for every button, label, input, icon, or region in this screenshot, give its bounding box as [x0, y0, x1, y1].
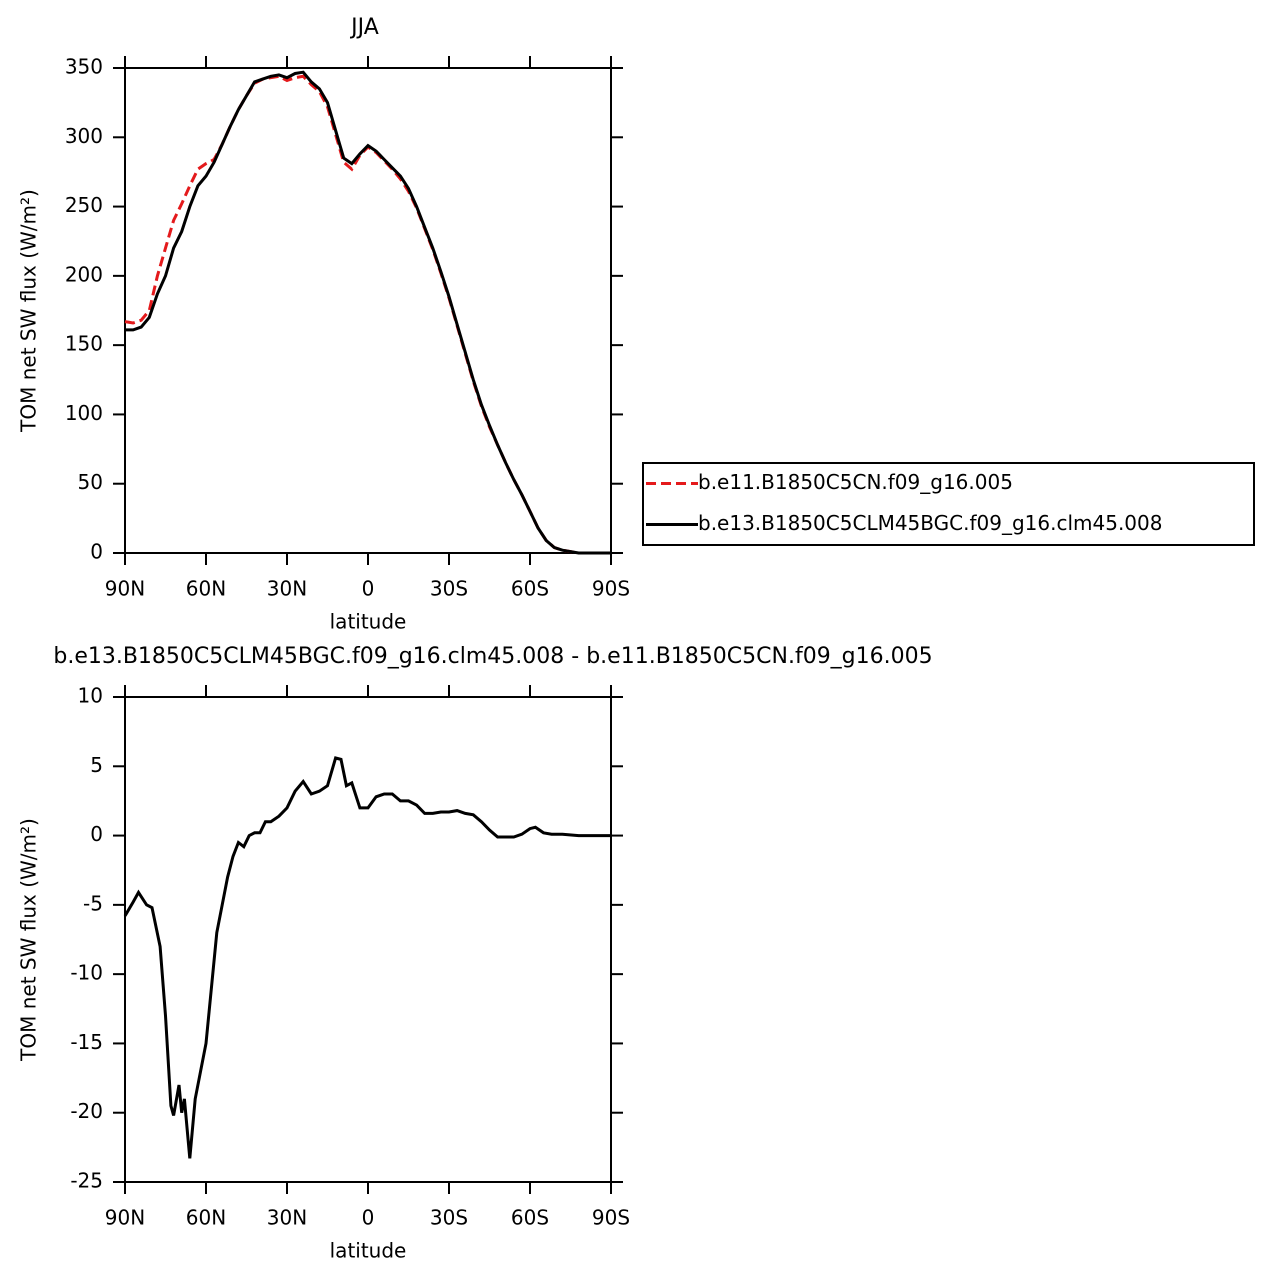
- plot-frame: [124, 67, 612, 554]
- y-tick-label: 0: [90, 540, 103, 564]
- y-tick-label: 300: [65, 124, 103, 148]
- y-tick-label: 10: [78, 684, 103, 708]
- legend-label: b.e11.B1850C5CN.f09_g16.005: [698, 470, 1013, 494]
- x-tick-label: 60N: [186, 1206, 226, 1230]
- y-axis-label: TOM net SW flux (W/m²): [17, 189, 41, 433]
- x-tick-label: 60S: [511, 1206, 549, 1230]
- x-tick-label: 90S: [592, 1206, 630, 1230]
- x-tick-label: 0: [362, 1206, 375, 1230]
- y-tick-label: -15: [70, 1030, 103, 1054]
- x-axis-label: latitude: [330, 1239, 407, 1263]
- y-tick-label: 200: [65, 262, 103, 286]
- x-tick-label: 60N: [186, 577, 226, 601]
- legend-box: [642, 462, 1255, 546]
- chart-title: JJA: [349, 15, 379, 40]
- y-tick-label: 100: [65, 401, 103, 425]
- x-tick-label: 90S: [592, 577, 630, 601]
- x-axis-label: latitude: [330, 610, 407, 634]
- plot-frame: [124, 696, 612, 1183]
- y-tick-label: 0: [90, 822, 103, 846]
- x-tick-label: 90N: [105, 1206, 145, 1230]
- data-line: [124, 74, 611, 555]
- legend-label: b.e13.B1850C5CLM45BGC.f09_g16.clm45.008: [698, 511, 1162, 535]
- y-axis-label: TOM net SW flux (W/m²): [17, 818, 41, 1062]
- y-tick-label: 150: [65, 332, 103, 356]
- y-tick-label: -25: [70, 1169, 103, 1193]
- data-line: [123, 756, 611, 1159]
- x-tick-label: 30N: [267, 1206, 307, 1230]
- chart-title: b.e13.B1850C5CLM45BGC.f09_g16.clm45.008 …: [53, 644, 932, 669]
- y-tick-label: -20: [70, 1099, 103, 1123]
- x-tick-label: 30S: [430, 577, 468, 601]
- x-tick-label: 0: [362, 577, 375, 601]
- y-tick-label: 250: [65, 193, 103, 217]
- x-tick-label: 30S: [430, 1206, 468, 1230]
- x-tick-label: 60S: [511, 577, 549, 601]
- y-tick-label: 350: [65, 55, 103, 79]
- x-tick-label: 30N: [267, 577, 307, 601]
- y-tick-label: 5: [90, 753, 103, 777]
- x-tick-label: 90N: [105, 577, 145, 601]
- y-tick-label: 50: [78, 470, 103, 494]
- y-tick-label: -5: [83, 891, 103, 915]
- data-line: [125, 70, 611, 555]
- y-tick-label: -10: [70, 961, 103, 985]
